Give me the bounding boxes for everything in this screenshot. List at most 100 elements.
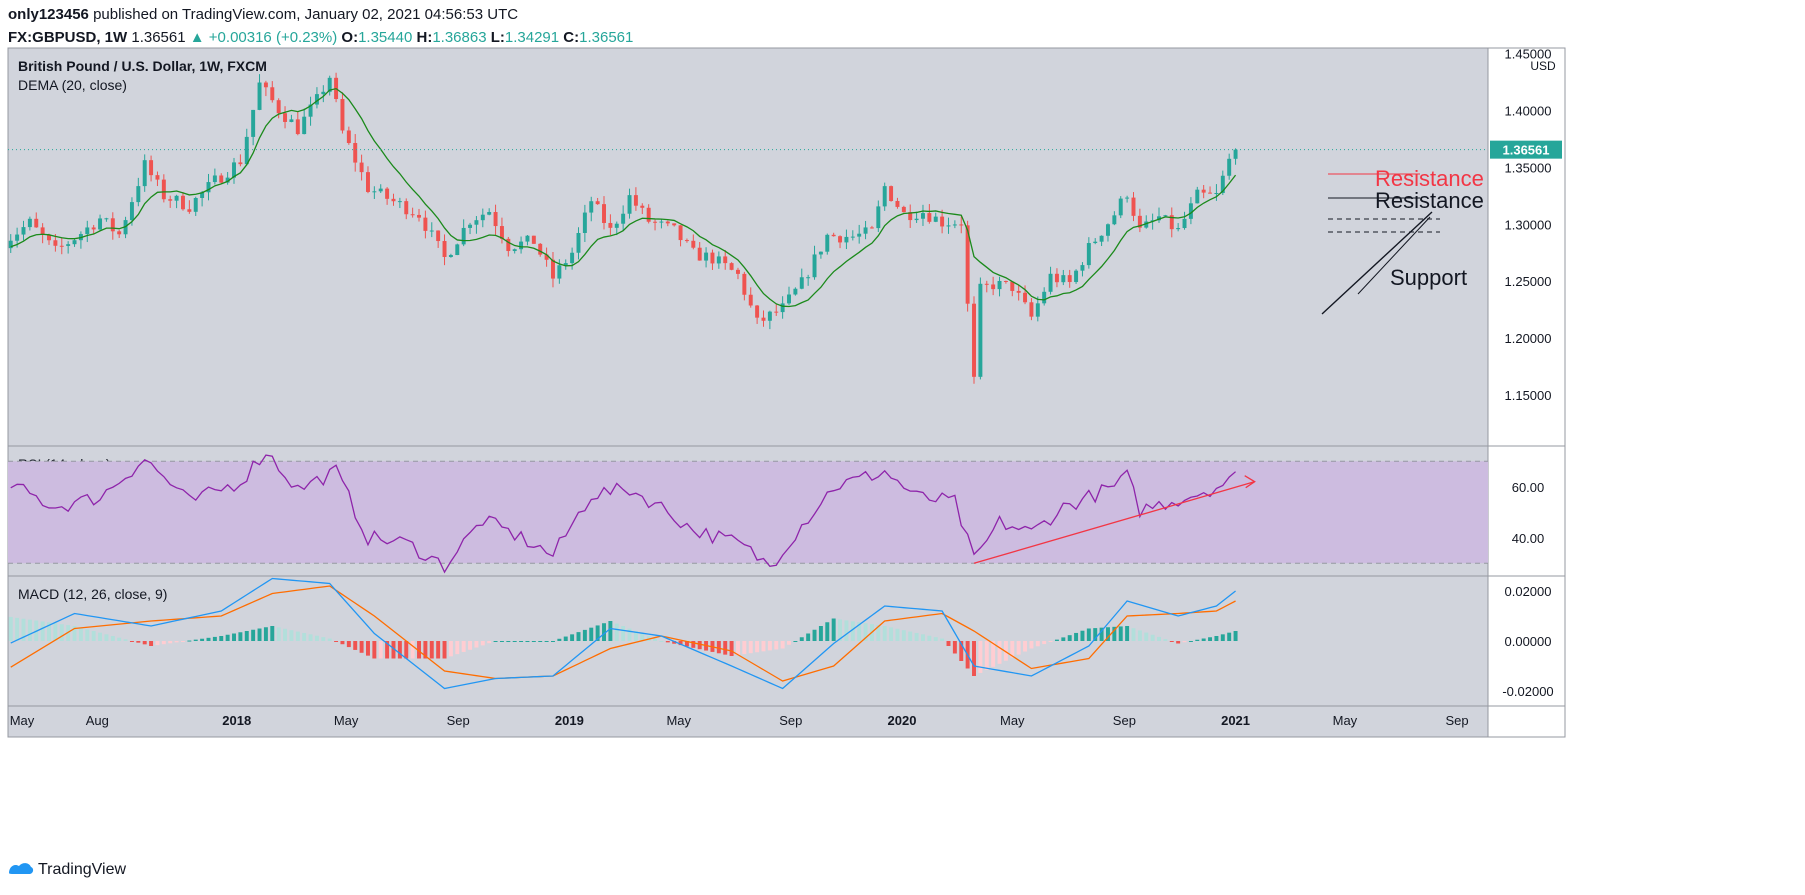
candle-body (487, 212, 492, 215)
candle-body (659, 221, 664, 223)
candle-body (340, 99, 345, 131)
macd-histogram-bar (812, 629, 817, 641)
macd-histogram-bar (563, 636, 568, 641)
macd-histogram-bar (544, 641, 549, 642)
macd-histogram-bar (1233, 631, 1238, 641)
macd-tick-label: 0.00000 (1505, 634, 1552, 649)
price-pane-bg (8, 48, 1488, 446)
macd-histogram-bar (423, 641, 428, 659)
macd-histogram-bar (1150, 634, 1155, 641)
rsi-tick-label: 60.00 (1512, 480, 1545, 495)
macd-histogram-bar (659, 641, 664, 642)
candle-body (1118, 198, 1123, 216)
candle-body (901, 206, 906, 213)
candle-body (506, 238, 511, 252)
macd-histogram-bar (1042, 641, 1047, 645)
macd-histogram-bar (876, 625, 881, 641)
candle-body (283, 113, 288, 122)
last-price-tag-text: 1.36561 (1503, 143, 1550, 158)
candle-body (161, 179, 166, 200)
candle-body (1176, 228, 1181, 230)
candle-body (136, 186, 141, 203)
macd-histogram-bar (735, 641, 740, 656)
macd-histogram-bar (519, 641, 524, 642)
macd-histogram-bar (1214, 636, 1219, 641)
candle-body (1080, 265, 1085, 271)
macd-histogram-bar (1105, 627, 1110, 641)
macd-histogram-bar (946, 641, 951, 646)
macd-histogram-bar (359, 641, 364, 653)
macd-histogram-bar (838, 619, 843, 641)
candle-body (576, 232, 581, 253)
candle-body (238, 162, 243, 165)
candle-body (442, 241, 447, 257)
candle-body (429, 230, 434, 232)
macd-histogram-bar (1227, 632, 1232, 641)
macd-histogram-bar (627, 628, 632, 641)
resistance-label-red: Resistance (1375, 166, 1484, 191)
candle-body (850, 236, 855, 238)
price-scale-bg (1488, 48, 1565, 737)
macd-histogram-bar (295, 631, 300, 641)
time-tick-label: May (1000, 713, 1025, 728)
macd-histogram-bar (633, 631, 638, 641)
candle-body (640, 205, 645, 208)
time-tick-label: 2018 (222, 713, 251, 728)
chart-title: British Pound / U.S. Dollar, 1W, FXCM (18, 58, 267, 74)
candle-body (455, 244, 460, 256)
macd-histogram-bar (538, 641, 543, 642)
price-tick-label: 1.35000 (1505, 160, 1552, 175)
candle-body (927, 213, 932, 222)
candle-body (799, 277, 804, 289)
author-name[interactable]: only123456 (8, 6, 89, 23)
macd-histogram-bar (53, 623, 58, 641)
macd-histogram-bar (340, 641, 345, 645)
candle-body (672, 223, 677, 226)
candle-body (570, 252, 575, 264)
macd-histogram-bar (238, 632, 243, 641)
candle-body (142, 160, 147, 187)
candle-body (480, 214, 485, 221)
candle-body (174, 195, 179, 201)
candle-body (691, 240, 696, 248)
macd-histogram-bar (1188, 641, 1193, 642)
macd-histogram-bar (857, 622, 862, 641)
time-tick-label: 2019 (555, 713, 584, 728)
candle-body (129, 202, 134, 221)
candle-body (920, 213, 925, 219)
candle-body (544, 254, 549, 260)
macd-histogram-bar (927, 635, 932, 641)
candle-body (289, 119, 294, 122)
macd-signal-line (10, 585, 1236, 682)
candle-body (678, 225, 683, 241)
candle-body (1003, 280, 1008, 282)
publish-header: only123456 published on TradingView.com,… (8, 6, 518, 23)
macd-histogram-bar (149, 641, 154, 646)
candle-body (72, 240, 77, 245)
macd-histogram-bar (780, 641, 785, 649)
candle-body (365, 172, 370, 192)
macd-histogram-bar (346, 641, 351, 648)
candle-body (493, 212, 498, 227)
candle-body (474, 220, 479, 225)
candle-body (1093, 241, 1098, 244)
candle-body (780, 303, 785, 313)
macd-histogram-bar (174, 641, 179, 643)
macd-histogram-bar (136, 641, 141, 643)
macd-histogram-bar (142, 641, 147, 645)
macd-histogram-bar (1201, 638, 1206, 641)
macd-histogram-bar (410, 641, 415, 659)
candle-body (219, 175, 224, 183)
macd-histogram-bar (1003, 641, 1008, 661)
tradingview-brand[interactable]: TradingView (8, 861, 126, 879)
candle-body (653, 221, 658, 223)
macd-histogram-bar (787, 641, 791, 645)
rsi-line (10, 454, 1236, 574)
candle-body (1099, 235, 1104, 242)
candle-body (53, 240, 58, 246)
high-value: 1.36863 (432, 29, 487, 46)
candle-body (787, 294, 791, 304)
price-change: +0.00316 (+0.23%) (208, 29, 338, 46)
candle-body (34, 218, 39, 228)
